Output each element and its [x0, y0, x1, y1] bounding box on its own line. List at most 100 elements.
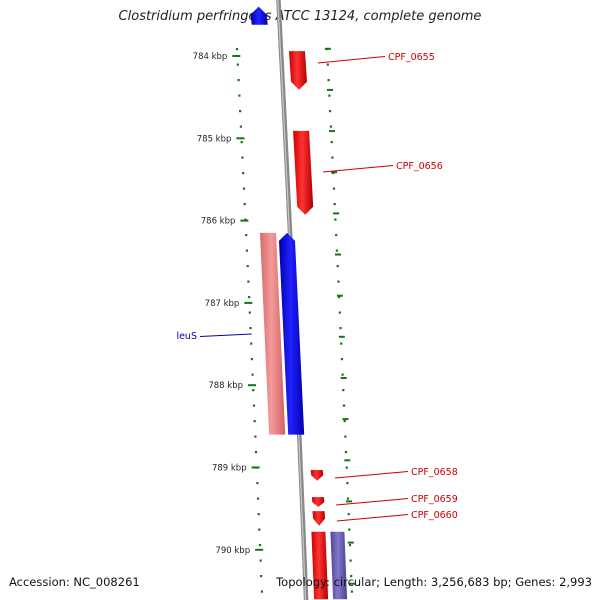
gene-label-CPF_0659: CPF_0659: [411, 494, 458, 505]
outer-dot: [330, 141, 333, 144]
gene-CPF_0656[interactable]: [293, 130, 314, 215]
outer-dash: [349, 582, 356, 585]
gene-label-CPF_0660: CPF_0660: [411, 510, 458, 521]
outer-dot: [326, 63, 329, 66]
inner-dot: [260, 575, 263, 578]
gene-labels: CPF_0655 CPF_0656 leuS CPF_0658 CPF_0659 CPF_…: [176, 52, 458, 522]
kbp-tick-label: 785 kbp: [197, 134, 232, 144]
outer-dot: [348, 528, 351, 531]
inner-dot: [259, 559, 262, 562]
gene-label-connector: [323, 165, 394, 173]
gene-label-leuS: leuS: [176, 331, 197, 342]
inner-dot: [251, 373, 254, 376]
inner-dot: [250, 358, 253, 361]
outer-dash: [335, 253, 341, 256]
outer-dot: [345, 466, 348, 469]
gene-blue-top[interactable]: [250, 6, 268, 25]
inner-dot: [238, 94, 241, 97]
gene-purple-bottom[interactable]: [330, 531, 348, 600]
gene-label-connector: [336, 498, 409, 506]
inner-dot: [242, 187, 246, 190]
outer-dot: [327, 79, 330, 82]
gene-CPF_0658[interactable]: [310, 470, 324, 481]
kbp-tick: [244, 301, 253, 304]
outer-dash: [336, 294, 343, 297]
outer-dot: [349, 559, 352, 562]
outer-dot: [328, 94, 331, 97]
inner-dot: [256, 497, 260, 500]
outer-dot: [344, 451, 348, 454]
outer-dot: [342, 404, 346, 407]
inner-dot: [236, 63, 239, 66]
inner-dot: [242, 172, 245, 175]
outer-dot: [335, 234, 338, 237]
gene-label-connector: [334, 471, 409, 479]
kbp-tick: [248, 384, 256, 387]
outer-dot: [340, 342, 343, 345]
outer-dot: [348, 544, 352, 547]
accession-label: Accession: NC_008261: [9, 575, 140, 589]
inner-dot: [253, 420, 256, 423]
outer-dash: [327, 88, 333, 91]
kbp-tick-label: 786 kbp: [201, 217, 236, 227]
inner-dot: [248, 296, 251, 299]
inner-dot: [245, 234, 248, 237]
outer-dot: [347, 513, 350, 516]
outer-dash: [338, 335, 345, 338]
inner-dot: [241, 156, 244, 159]
gene-red-bottom[interactable]: [311, 531, 329, 600]
gene-CPF_0655[interactable]: [289, 51, 307, 90]
gene-CPF_0660[interactable]: [312, 511, 326, 526]
inner-dot: [243, 203, 246, 206]
dot-tracks: [235, 47, 356, 593]
outer-dot: [338, 296, 341, 299]
inner-dot: [249, 327, 252, 330]
outer-dot: [346, 482, 349, 485]
kbp-tick: [251, 466, 260, 469]
inner-dot: [252, 389, 255, 392]
gene-pink[interactable]: [260, 232, 286, 435]
gene-label-connector: [199, 333, 252, 337]
kbp-tick-label: 784 kbp: [193, 52, 228, 62]
gene-track[interactable]: [250, 6, 348, 600]
outer-dash: [346, 500, 352, 503]
kbp-tick: [255, 548, 264, 551]
inner-dot: [245, 249, 248, 252]
outer-dot: [337, 280, 340, 283]
gene-label-connector: [336, 514, 409, 522]
gene-label-CPF_0656: CPF_0656: [396, 161, 443, 172]
inner-dot: [252, 404, 256, 407]
kbp-scale: 784 kbp 785 kbp 786 kbp 787 kbp 788 kbp 789 k…: [193, 52, 264, 556]
inner-dot: [246, 265, 249, 268]
outer-dot: [338, 311, 341, 314]
outer-dash: [342, 418, 349, 421]
inner-dot: [256, 482, 259, 485]
kbp-tick: [236, 137, 245, 140]
outer-dot: [339, 327, 342, 330]
outer-dash: [331, 171, 338, 174]
outer-dot: [340, 358, 343, 361]
outer-dot: [329, 125, 332, 128]
outer-dot: [342, 389, 345, 392]
inner-dot: [258, 544, 262, 547]
outer-dot: [331, 156, 334, 159]
outer-dash: [347, 541, 354, 544]
kbp-tick: [240, 219, 249, 222]
outer-dash: [340, 377, 347, 379]
kbp-tick-label: 787 kbp: [205, 299, 240, 309]
outer-dot: [350, 590, 353, 593]
inner-dot: [235, 48, 239, 51]
outer-dot: [333, 203, 336, 206]
inner-dot: [239, 110, 242, 113]
outer-dash: [329, 130, 335, 133]
inner-dot: [239, 125, 242, 128]
inner-dot: [257, 513, 260, 516]
gene-CPF_0659[interactable]: [311, 497, 325, 507]
outer-dot: [350, 575, 353, 578]
inner-dot: [258, 528, 261, 531]
outer-dot: [344, 435, 347, 438]
inner-dot: [240, 141, 243, 144]
gene-leuS[interactable]: [279, 232, 305, 435]
genome-title: Clostridium perfringens ATCC 13124, comp…: [118, 9, 482, 24]
